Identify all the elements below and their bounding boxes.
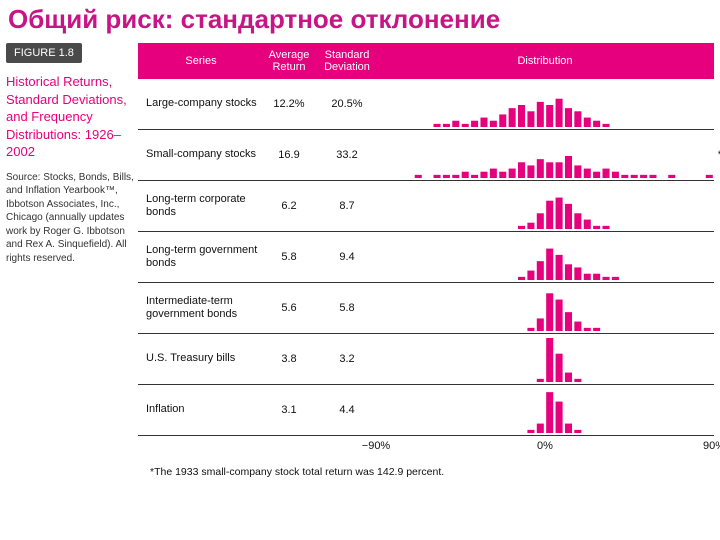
distribution-histogram [376,385,714,435]
series-label: Long-term corporate bonds [138,193,260,219]
std-dev-value: 4.4 [318,404,376,416]
header-avg-return: Average Return [260,43,318,79]
header-distribution: Distribution [376,49,714,73]
distribution-histogram [376,79,714,129]
distribution-cell [376,385,714,435]
series-label: Long-term government bonds [138,244,260,270]
distribution-histogram [376,232,714,282]
avg-return-value: 3.1 [260,404,318,416]
returns-table: Series Average Return Standard Deviation… [138,43,714,456]
table-row: U.S. Treasury bills3.83.2 [138,334,714,385]
std-dev-value: 8.7 [318,200,376,212]
figure: FIGURE 1.8 Historical Returns, Standard … [0,43,720,456]
table-row: Large-company stocks12.2%20.5% [138,79,714,130]
series-label: Large-company stocks [138,97,260,110]
x-axis: −90% 0% 90% [138,440,714,456]
slide-title: Общий риск: стандартное отклонение [0,0,720,43]
std-dev-value: 20.5% [318,98,376,110]
avg-return-value: 6.2 [260,200,318,212]
distribution-histogram [376,130,714,180]
table-row: Small-company stocks16.933.2* [138,130,714,181]
distribution-histogram [376,334,714,384]
series-label: Intermediate-term government bonds [138,295,260,321]
std-dev-value: 5.8 [318,302,376,314]
axis-tick-min: −90% [362,440,390,452]
std-dev-value: 9.4 [318,251,376,263]
distribution-cell [376,232,714,282]
series-label: U.S. Treasury bills [138,352,260,365]
header-std-dev: Standard Deviation [318,43,376,79]
figure-caption: Historical Returns, Standard Deviations,… [6,73,138,161]
axis-tick-mid: 0% [537,440,553,452]
avg-return-value: 5.6 [260,302,318,314]
table-row: Intermediate-term government bonds5.65.8 [138,283,714,334]
table-row: Long-term government bonds5.89.4 [138,232,714,283]
std-dev-value: 3.2 [318,353,376,365]
distribution-histogram [376,181,714,231]
distribution-cell [376,79,714,129]
series-label: Inflation [138,403,260,416]
distribution-cell [376,283,714,333]
distribution-cell [376,181,714,231]
figure-badge: FIGURE 1.8 [6,43,82,63]
table-row: Long-term corporate bonds6.28.7 [138,181,714,232]
avg-return-value: 5.8 [260,251,318,263]
header-series: Series [138,49,260,73]
distribution-cell [376,334,714,384]
table-row: Inflation3.14.4 [138,385,714,436]
figure-left-column: FIGURE 1.8 Historical Returns, Standard … [6,43,138,456]
figure-source: Source: Stocks, Bonds, Bills, and Inflat… [6,171,138,266]
std-dev-value: 33.2 [318,149,376,161]
avg-return-value: 3.8 [260,353,318,365]
distribution-cell: * [376,130,714,180]
avg-return-value: 16.9 [260,149,318,161]
axis-tick-max: 90% [703,440,720,452]
avg-return-value: 12.2% [260,98,318,110]
table-header: Series Average Return Standard Deviation… [138,43,714,79]
distribution-histogram [376,283,714,333]
footnote: *The 1933 small-company stock total retu… [0,466,720,478]
series-label: Small-company stocks [138,148,260,161]
